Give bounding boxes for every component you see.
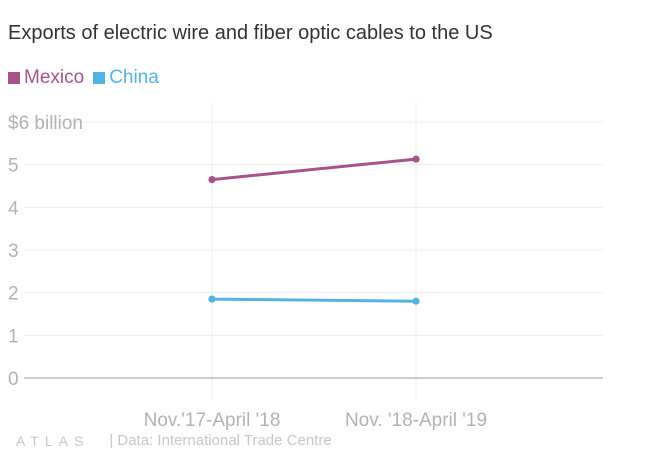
legend-label-mexico: Mexico (24, 67, 85, 88)
footer: ATLAS | Data: International Trade Centre (16, 432, 332, 449)
legend-item-mexico: Mexico (8, 67, 84, 89)
legend-swatch-china (93, 72, 106, 84)
y-tick-label-1: 1 (8, 326, 19, 347)
atlas-logo: ATLAS (16, 432, 90, 449)
data-point-china-0 (208, 295, 216, 303)
x-tick-label-0: Nov.'17-April '18 (144, 410, 281, 431)
y-tick-label-4: 4 (8, 198, 19, 219)
data-point-mexico-1 (412, 155, 420, 163)
y-tick-label-6: $6 billion (8, 113, 83, 134)
series-line-china (210, 297, 418, 303)
y-tick-label-5: 5 (8, 156, 19, 177)
y-tick-label-0: 0 (8, 369, 19, 390)
legend-label-china: China (109, 67, 159, 88)
chart-title: Exports of electric wire and fiber optic… (8, 22, 493, 44)
data-point-china-1 (412, 297, 420, 305)
y-tick-label-2: 2 (8, 284, 19, 305)
data-point-mexico-0 (208, 176, 216, 184)
source-note: | Data: International Trade Centre (109, 432, 332, 449)
series-line-mexico (210, 157, 418, 182)
legend: Mexico China (8, 67, 168, 89)
y-tick-label-3: 3 (8, 241, 19, 262)
legend-item-china: China (93, 67, 159, 89)
legend-swatch-mexico (8, 72, 20, 84)
x-tick-label-1: Nov. '18-April '19 (345, 410, 487, 431)
